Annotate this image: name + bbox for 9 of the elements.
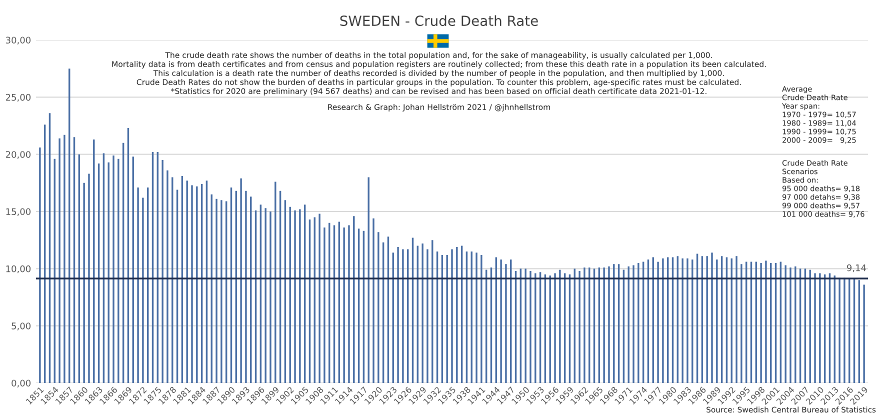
y-tick-label: 20,00 [6,151,31,159]
y-tick-label: 10,00 [6,265,31,274]
chart-title: SWEDEN - Crude Death Rate [340,15,538,26]
y-tick-label: 0,00 [12,380,31,388]
y-tick-label: 25,00 [6,94,31,102]
ref-line-label: 9,14 [846,264,866,272]
y-tick-label: 15,00 [6,208,31,216]
y-tick-label: 5,00 [12,322,31,330]
y-tick-label: 30,00 [6,36,31,44]
